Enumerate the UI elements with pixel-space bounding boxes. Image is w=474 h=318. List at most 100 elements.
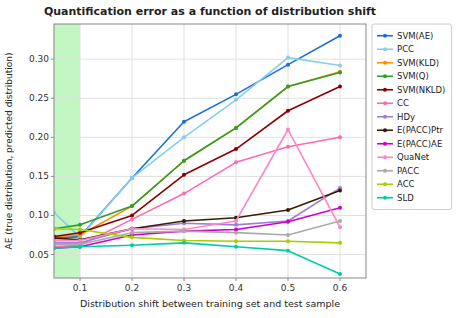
y-grid-line — [54, 98, 366, 99]
series-marker — [234, 160, 238, 164]
y-tick — [51, 215, 54, 216]
series-marker — [338, 63, 342, 67]
legend-marker — [383, 142, 387, 146]
series-line — [54, 87, 340, 237]
series-marker — [130, 176, 134, 180]
series-marker — [338, 70, 342, 74]
series-marker — [130, 227, 134, 231]
series-marker — [130, 243, 134, 247]
series-marker — [234, 126, 238, 130]
series-marker — [130, 213, 134, 217]
x-tick-label: 0.2 — [125, 283, 139, 293]
series-marker — [338, 135, 342, 139]
y-tick-label: 0.10 — [29, 210, 49, 220]
series-line — [54, 72, 340, 237]
x-tick — [184, 278, 185, 281]
series-marker — [286, 85, 290, 89]
series-marker — [130, 204, 134, 208]
series-marker — [234, 98, 238, 102]
y-tick — [51, 137, 54, 138]
plot-background — [54, 24, 366, 278]
series-marker — [234, 239, 238, 243]
series-marker — [338, 225, 342, 229]
legend-marker — [383, 47, 387, 51]
legend-marker — [383, 182, 387, 186]
legend: SVM(AE)PCCSVM(KLD)SVM(Q)SVM(NKLD)CCHDyE(… — [372, 24, 451, 210]
y-grid-line — [54, 137, 366, 138]
legend-label: ACC — [397, 179, 415, 189]
series-marker — [182, 120, 186, 124]
legend-marker — [383, 196, 387, 200]
series-marker — [286, 85, 290, 89]
series-marker — [338, 219, 342, 223]
series-marker — [130, 204, 134, 208]
series-group — [54, 34, 342, 276]
series-marker — [286, 128, 290, 132]
x-tick-label: 0.6 — [333, 283, 348, 293]
series-marker — [286, 208, 290, 212]
series-marker — [182, 173, 186, 177]
series-line — [54, 243, 340, 274]
series-marker — [182, 241, 186, 245]
legend-label: HDy — [397, 112, 415, 122]
y-tick-label: 0.30 — [29, 54, 49, 64]
series-marker — [182, 192, 186, 196]
series-marker — [130, 231, 134, 235]
series-marker — [182, 135, 186, 139]
series-marker — [286, 109, 290, 113]
legend-label: PCC — [397, 44, 414, 54]
series-marker — [78, 238, 82, 242]
x-tick — [236, 278, 237, 281]
series-marker — [286, 219, 290, 223]
y-tick — [51, 254, 54, 255]
legend-marker — [383, 101, 387, 105]
legend-marker — [383, 88, 387, 92]
legend-marker — [383, 34, 387, 38]
series-marker — [338, 85, 342, 89]
axes: 0.10.20.30.40.50.60.050.100.150.200.250.… — [29, 54, 347, 293]
series-marker — [338, 272, 342, 276]
series-marker — [286, 233, 290, 237]
series-line — [54, 229, 340, 243]
series-marker — [182, 219, 186, 223]
series-marker — [130, 227, 134, 231]
series-marker — [234, 219, 238, 223]
x-tick-label: 0.5 — [281, 283, 295, 293]
series-marker — [182, 159, 186, 163]
plot-frame — [54, 24, 366, 278]
y-grid-line — [54, 215, 366, 216]
legend-marker — [383, 128, 387, 132]
y-tick-label: 0.05 — [29, 250, 49, 260]
y-tick-label: 0.20 — [29, 132, 49, 142]
x-grid-line — [132, 24, 133, 278]
series-marker — [182, 229, 186, 233]
series-marker — [338, 70, 342, 74]
legend-label: PACC — [397, 166, 419, 176]
series-line — [54, 221, 340, 244]
x-tick — [340, 278, 341, 281]
legend-frame — [372, 24, 451, 210]
legend-label: E(PACC)AE — [397, 139, 442, 149]
legend-marker — [383, 155, 387, 159]
series-marker — [78, 223, 82, 227]
series-marker — [234, 245, 238, 249]
series-marker — [182, 159, 186, 163]
legend-label: SLD — [397, 193, 414, 203]
y-grid-line — [54, 254, 366, 255]
series-marker — [338, 241, 342, 245]
series-marker — [78, 245, 82, 249]
legend-label: E(PACC)Ptr — [397, 125, 444, 135]
series-marker — [234, 92, 238, 96]
series-marker — [78, 238, 82, 242]
y-tick — [51, 98, 54, 99]
legend-label: SVM(Q) — [397, 71, 429, 81]
series-marker — [286, 63, 290, 67]
legend-marker — [383, 61, 387, 65]
series-line — [54, 188, 340, 243]
y-axis-label: AE (true distribution, predicted distrib… — [4, 53, 14, 250]
y-tick-label: 0.25 — [29, 93, 49, 103]
series-marker — [234, 147, 238, 151]
x-grid-line — [340, 24, 341, 278]
legend-label: QuaNet — [397, 152, 430, 162]
series-marker — [234, 231, 238, 235]
